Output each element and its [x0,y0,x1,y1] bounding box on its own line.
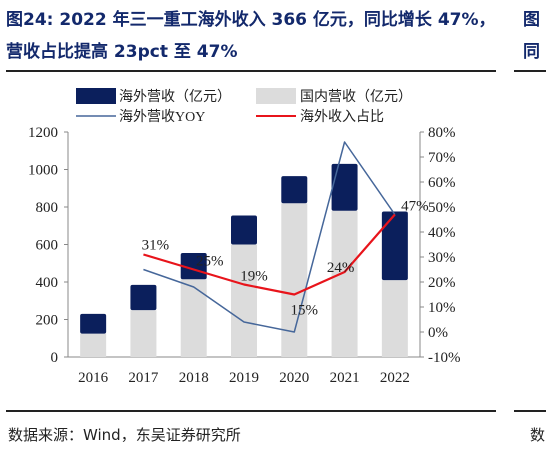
left-tick-label: 200 [36,313,59,329]
share-data-label-2017: 31% [142,238,170,254]
bar-domestic-2018 [180,279,207,357]
top-rule-right [514,70,546,72]
legend-swatch-domestic [256,88,296,104]
bar-overseas-2020 [281,176,308,204]
bar-domestic-2020 [281,203,308,357]
x-tick-label-2022: 2022 [380,370,410,386]
line-overseas-yoy [143,141,396,333]
bar-overseas-2016 [80,313,107,334]
adjacent-figure-title-fragment: 图 同 [523,10,540,62]
top-rule [6,70,496,72]
right-tick-label: 10% [428,300,456,316]
share-data-label-2020: 15% [291,303,319,319]
lines [143,141,396,333]
combo-chart: 海外营收（亿元） 国内营收（亿元） 海外营收YOY 海外收入占比 0 200 400… [28,88,461,386]
left-tick-label: 1200 [28,125,58,141]
bar-domestic-2021 [331,210,358,357]
legend-swatch-overseas [76,88,116,104]
right-tick-label: 70% [428,150,456,166]
bar-domestic-2022 [381,280,408,357]
right-tick-label: -10% [428,350,461,366]
right-tick-label: 20% [428,275,456,291]
left-axis-ticks: 0 200 400 600 800 1000 1200 [28,125,68,366]
legend: 海外营收（亿元） 国内营收（亿元） 海外营收YOY 海外收入占比 [76,88,412,125]
left-tick-label: 800 [36,200,59,216]
x-tick-label-2016: 2016 [78,370,109,386]
legend-label-overseas: 海外营收（亿元） [119,89,231,105]
bottom-rule [6,410,496,412]
bars [80,163,408,357]
bar-domestic-2016 [80,333,107,357]
adjacent-source-fragment: 数 [530,426,546,444]
x-tick-label-2020: 2020 [279,370,309,386]
right-tick-label: 40% [428,225,456,241]
left-tick-label: 0 [51,350,59,366]
bottom-rule-right [514,410,546,412]
x-tick-label-2021: 2021 [330,370,360,386]
x-tick-label-2017: 2017 [128,370,159,386]
x-tick-label-2018: 2018 [179,370,209,386]
data-source: 数据来源：Wind，东吴证券研究所 [8,426,241,444]
legend-label-domestic: 国内营收（亿元） [300,89,412,105]
bar-overseas-2021 [331,163,358,211]
left-tick-label: 1000 [28,163,58,179]
legend-label-share: 海外收入占比 [300,109,384,125]
bar-overseas-2017 [130,284,157,311]
share-data-label-2018: 25% [196,254,224,270]
right-tick-label: 60% [428,175,456,191]
bar-domestic-2019 [231,244,257,357]
right-tick-label: 0% [428,325,448,341]
left-tick-label: 400 [36,275,59,291]
legend-label-yoy: 海外营收YOY [119,109,205,125]
bar-overseas-2022 [381,211,408,281]
right-tick-label: 50% [428,200,456,216]
x-axis-labels: 2016 2017 2018 2019 2020 2021 2022 [78,370,410,386]
right-axis-ticks: -10% 0% 10% 20% 30% 40% 50% 60% 70% 80% [420,125,461,366]
right-tick-label: 30% [428,250,456,266]
share-data-label-2021: 24% [327,260,355,276]
data-labels: 31% 25% 19% 15% 24% 47% [142,199,429,319]
bar-overseas-2019 [231,215,257,245]
line-overseas-share [143,213,396,296]
chart-title: 图24: 2022 年三一重工海外收入 366 亿元，同比增长 47%，营收占比… [6,10,496,62]
bar-domestic-2017 [130,310,157,357]
bar-overseas-2018 [180,252,207,280]
left-tick-label: 600 [36,238,59,254]
share-data-label-2019: 19% [240,269,268,285]
right-tick-label: 80% [428,125,456,141]
x-tick-label-2019: 2019 [229,370,259,386]
share-data-label-2022: 47% [401,199,429,215]
